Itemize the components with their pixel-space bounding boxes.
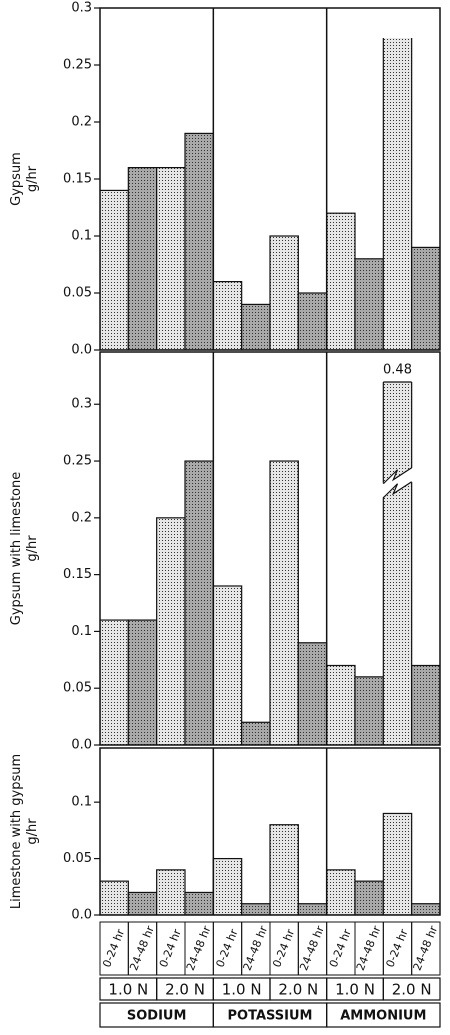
bar (326, 212, 356, 350)
x-tick-label: 24-48 hr (411, 924, 441, 973)
y-tick-label: 0.15 (63, 567, 92, 582)
y-tick-label: 0.1 (71, 624, 92, 639)
x-tick-label: 24-48 hr (297, 924, 327, 973)
y-tick-label: 0.3 (71, 397, 92, 412)
y-tick-label: 0.05 (63, 286, 92, 301)
bar (241, 903, 271, 915)
subgroup-label: 1.0 N (222, 981, 262, 999)
y-tick-label: 0.25 (63, 58, 92, 73)
bar (269, 824, 299, 915)
y-tick-label: 0.0 (71, 343, 92, 358)
bar (184, 891, 214, 915)
y-tick-label: 0.3 (71, 1, 92, 16)
bar (212, 585, 243, 745)
bar (269, 235, 299, 350)
y-axis-label: Gypsum with limestoneg/hr (9, 472, 40, 626)
panel-frame (99, 747, 441, 916)
value-label: 0.48 (383, 363, 412, 378)
bar (411, 664, 440, 745)
bar (382, 38, 413, 350)
bar (100, 880, 129, 915)
axis-break (382, 467, 413, 498)
panel-frame (99, 351, 441, 746)
bar (382, 812, 413, 915)
x-tick-label: 24-48 hr (184, 924, 214, 973)
bar (212, 857, 243, 915)
bar (297, 642, 328, 745)
bar (411, 903, 440, 915)
bar (354, 258, 384, 350)
y-tick-label: 0.05 (63, 851, 92, 866)
group-label: AMMONIUM (340, 1009, 426, 1024)
bars (100, 382, 440, 745)
subgroup-label: 2.0 N (392, 981, 432, 999)
bar (127, 167, 158, 350)
y-axis-label: Limestone with gypsumg/hr (9, 754, 40, 909)
y-tick-label: 0.0 (71, 908, 92, 923)
x-tick-label: 0-24 hr (100, 927, 127, 969)
y-tick-label: 0.2 (71, 115, 92, 130)
x-tick-label: 0-24 hr (384, 927, 411, 969)
bars (100, 38, 440, 350)
bar (212, 281, 243, 350)
subgroup-label: 1.0 N (335, 981, 375, 999)
bar (184, 460, 214, 745)
bar (100, 189, 129, 350)
x-tick-label: 0-24 hr (270, 927, 297, 969)
bar (184, 132, 214, 350)
bar (326, 664, 356, 745)
bar (354, 880, 384, 915)
y-axis-label: Gypsumg/hr (9, 152, 40, 206)
bar (241, 721, 271, 745)
subgroup-box (382, 977, 441, 1001)
x-tick-label: 24-48 hr (354, 924, 384, 973)
bar (127, 891, 158, 915)
bar (156, 167, 186, 350)
y-tick-label: 0.1 (71, 795, 92, 810)
category-box (411, 921, 441, 976)
bar (411, 246, 440, 350)
bar (326, 869, 356, 915)
bar (127, 619, 158, 745)
bar (156, 517, 186, 745)
y-tick-label: 0.1 (71, 229, 92, 244)
y-tick-label: 0.2 (71, 510, 92, 525)
axis-break-line (382, 467, 412, 485)
y-tick-label: 0.25 (63, 454, 92, 469)
bar (269, 460, 299, 745)
group-label: SODIUM (127, 1009, 187, 1024)
subgroup-label: 2.0 N (278, 981, 318, 999)
x-tick-label: 24-48 hr (241, 924, 271, 973)
subgroup-label: 1.0 N (108, 981, 148, 999)
y-tick-label: 0.15 (63, 172, 92, 187)
axis-break-line (382, 481, 412, 499)
subgroup-label: 2.0 N (165, 981, 205, 999)
x-tick-label: 0-24 hr (157, 927, 184, 969)
x-tick-label: 24-48 hr (127, 924, 157, 973)
group-box (326, 1002, 441, 1028)
bar (354, 676, 384, 745)
x-tick-label: 0-24 hr (327, 927, 354, 969)
bar (100, 619, 129, 745)
bars (100, 812, 440, 915)
y-tick-label: 0.0 (71, 738, 92, 753)
x-tick-label: 0-24 hr (214, 927, 241, 969)
bar (241, 303, 271, 350)
bar (297, 903, 328, 915)
group-label: POTASSIUM (228, 1009, 313, 1024)
bar (156, 869, 186, 915)
panel-frame (99, 7, 441, 351)
y-tick-label: 0.05 (63, 681, 92, 696)
bar (297, 292, 328, 350)
